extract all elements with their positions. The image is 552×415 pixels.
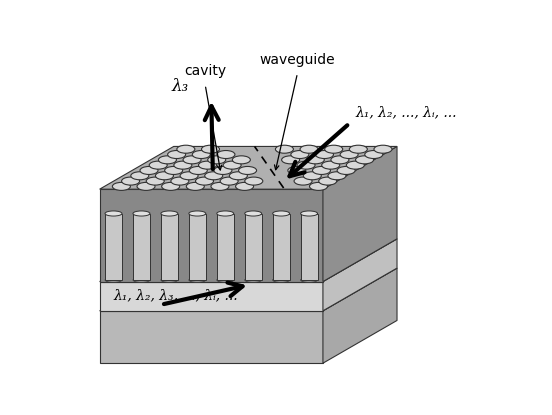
- Ellipse shape: [195, 177, 214, 185]
- Ellipse shape: [186, 183, 204, 190]
- Ellipse shape: [355, 156, 374, 164]
- Polygon shape: [161, 213, 178, 280]
- Ellipse shape: [214, 166, 232, 174]
- Ellipse shape: [149, 161, 167, 169]
- Ellipse shape: [192, 151, 210, 159]
- Ellipse shape: [297, 161, 315, 169]
- Polygon shape: [100, 146, 397, 189]
- Ellipse shape: [322, 161, 339, 169]
- Ellipse shape: [236, 183, 253, 190]
- Ellipse shape: [238, 166, 257, 174]
- Ellipse shape: [180, 172, 198, 180]
- Polygon shape: [100, 239, 397, 281]
- Ellipse shape: [121, 177, 140, 185]
- Ellipse shape: [301, 211, 317, 216]
- Polygon shape: [100, 268, 397, 311]
- Polygon shape: [273, 213, 290, 280]
- Polygon shape: [323, 146, 397, 281]
- Polygon shape: [245, 213, 262, 280]
- Ellipse shape: [245, 278, 262, 282]
- Ellipse shape: [199, 161, 216, 169]
- Ellipse shape: [301, 278, 317, 282]
- Ellipse shape: [325, 145, 343, 153]
- Ellipse shape: [217, 278, 233, 282]
- Ellipse shape: [156, 172, 173, 180]
- Ellipse shape: [273, 278, 290, 282]
- Ellipse shape: [223, 161, 241, 169]
- Ellipse shape: [174, 161, 192, 169]
- Ellipse shape: [312, 166, 331, 174]
- Text: λ₁, λ₂, λ₃, ..., λᵢ, ...: λ₁, λ₂, λ₃, ..., λᵢ, ...: [113, 288, 238, 302]
- Polygon shape: [217, 213, 233, 280]
- Text: waveguide: waveguide: [260, 53, 336, 67]
- Ellipse shape: [374, 145, 392, 153]
- Ellipse shape: [211, 183, 229, 190]
- Polygon shape: [100, 189, 323, 281]
- Ellipse shape: [140, 166, 158, 174]
- Ellipse shape: [275, 145, 294, 153]
- Polygon shape: [100, 311, 323, 363]
- Ellipse shape: [161, 278, 178, 282]
- Ellipse shape: [205, 172, 223, 180]
- Ellipse shape: [183, 156, 201, 164]
- Ellipse shape: [365, 151, 383, 159]
- Ellipse shape: [282, 156, 300, 164]
- Polygon shape: [189, 213, 206, 280]
- Ellipse shape: [137, 183, 155, 190]
- Ellipse shape: [220, 177, 238, 185]
- Ellipse shape: [245, 211, 262, 216]
- Ellipse shape: [340, 151, 358, 159]
- Ellipse shape: [113, 183, 130, 190]
- Ellipse shape: [310, 183, 327, 190]
- Ellipse shape: [303, 172, 321, 180]
- Polygon shape: [301, 213, 317, 280]
- Ellipse shape: [337, 166, 355, 174]
- Ellipse shape: [300, 145, 318, 153]
- Polygon shape: [323, 268, 397, 363]
- Text: cavity: cavity: [184, 64, 226, 78]
- Ellipse shape: [208, 156, 226, 164]
- Ellipse shape: [189, 211, 206, 216]
- Ellipse shape: [217, 211, 233, 216]
- Ellipse shape: [171, 177, 189, 185]
- Ellipse shape: [189, 166, 208, 174]
- Ellipse shape: [319, 177, 337, 185]
- Ellipse shape: [346, 161, 364, 169]
- Text: λ₃: λ₃: [171, 78, 188, 95]
- Ellipse shape: [164, 166, 183, 174]
- Ellipse shape: [146, 177, 164, 185]
- Ellipse shape: [133, 211, 150, 216]
- Polygon shape: [133, 213, 150, 280]
- Ellipse shape: [331, 156, 349, 164]
- Ellipse shape: [161, 211, 178, 216]
- Ellipse shape: [158, 156, 177, 164]
- Ellipse shape: [201, 145, 220, 153]
- Ellipse shape: [316, 151, 333, 159]
- Ellipse shape: [229, 172, 247, 180]
- Ellipse shape: [288, 166, 306, 174]
- Ellipse shape: [189, 278, 206, 282]
- Ellipse shape: [105, 211, 122, 216]
- Polygon shape: [105, 213, 122, 280]
- Polygon shape: [323, 239, 397, 311]
- Ellipse shape: [273, 211, 290, 216]
- Polygon shape: [100, 281, 323, 311]
- Ellipse shape: [162, 183, 179, 190]
- Ellipse shape: [131, 172, 149, 180]
- Ellipse shape: [349, 145, 367, 153]
- Ellipse shape: [217, 151, 235, 159]
- Ellipse shape: [291, 151, 309, 159]
- Ellipse shape: [232, 156, 251, 164]
- Ellipse shape: [328, 172, 346, 180]
- Ellipse shape: [133, 278, 150, 282]
- Ellipse shape: [177, 145, 195, 153]
- Text: λ₁, λ₂, ..., λᵢ, ...: λ₁, λ₂, ..., λᵢ, ...: [355, 105, 457, 120]
- Ellipse shape: [168, 151, 185, 159]
- Ellipse shape: [105, 278, 122, 282]
- Ellipse shape: [294, 177, 312, 185]
- Ellipse shape: [245, 177, 263, 185]
- Ellipse shape: [306, 156, 324, 164]
